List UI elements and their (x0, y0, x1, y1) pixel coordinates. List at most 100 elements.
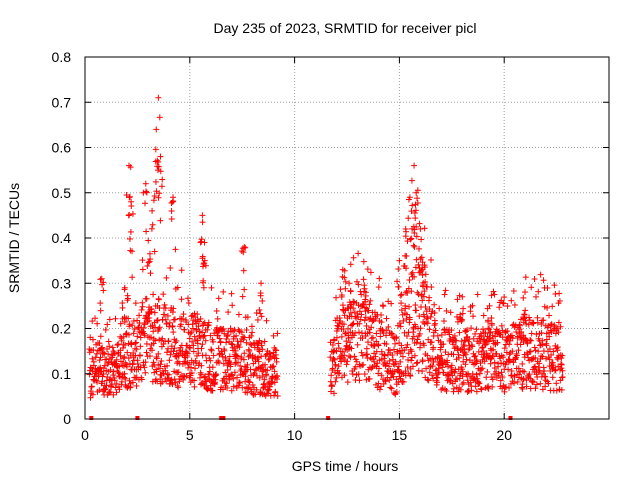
data-point (488, 320, 495, 327)
data-point (156, 324, 163, 331)
data-point (98, 345, 105, 352)
y-tick-label: 0.8 (52, 49, 72, 65)
data-point (372, 353, 379, 360)
data-point (528, 284, 535, 291)
data-point (468, 325, 475, 332)
data-point (166, 357, 173, 364)
data-point (380, 303, 387, 310)
x-tick-label: 10 (287, 427, 303, 443)
data-point (536, 360, 543, 367)
data-point (487, 360, 494, 367)
data-point (234, 374, 241, 381)
data-point (93, 350, 100, 357)
data-point (379, 351, 386, 358)
data-point (438, 352, 445, 359)
data-point (167, 351, 174, 358)
data-point (220, 288, 227, 295)
data-point (214, 315, 221, 322)
axis-ticks: 0 5 10 15 20 0 0.1 0.2 0.3 0.4 0.5 0.6 0.7 0.8 (52, 49, 609, 443)
data-point (454, 376, 461, 383)
data-point (141, 332, 148, 339)
data-point (92, 315, 99, 322)
data-point (493, 350, 500, 357)
data-point (341, 321, 348, 328)
data-point (354, 341, 361, 348)
data-point (175, 369, 182, 376)
data-point (215, 295, 222, 302)
data-point (355, 371, 362, 378)
data-point (151, 248, 158, 255)
data-point (198, 345, 205, 352)
data-point (398, 342, 405, 349)
data-point (375, 380, 382, 387)
data-point (117, 320, 124, 327)
data-point (397, 323, 404, 330)
data-point (107, 389, 114, 396)
peak-point (346, 280, 353, 287)
data-point (116, 363, 123, 370)
data-point (242, 244, 249, 251)
data-point (220, 386, 227, 393)
data-point (174, 284, 181, 291)
data-point (327, 354, 334, 361)
data-point (489, 383, 496, 390)
data-point (215, 345, 222, 352)
data-point (339, 348, 346, 355)
peak-point (170, 194, 177, 201)
data-point (99, 378, 106, 385)
data-point (411, 229, 418, 236)
data-point (143, 228, 150, 235)
data-point (397, 375, 404, 382)
data-point (412, 215, 419, 222)
data-point (368, 335, 375, 342)
data-point (201, 381, 208, 388)
data-point (148, 225, 155, 232)
peak-point (126, 162, 133, 169)
data-point (504, 328, 511, 335)
data-point (408, 271, 415, 278)
data-point (116, 386, 123, 393)
data-point (151, 309, 158, 316)
peak-point (258, 280, 265, 287)
data-point (157, 168, 164, 175)
data-point (229, 302, 236, 309)
data-point (445, 351, 452, 358)
data-point (162, 367, 169, 374)
data-point (527, 337, 534, 344)
data-point (506, 341, 513, 348)
data-point (383, 327, 390, 334)
data-point (389, 352, 396, 359)
data-point (554, 356, 561, 363)
data-point (265, 386, 272, 393)
data-point (137, 352, 144, 359)
data-point (432, 320, 439, 327)
data-point (153, 317, 160, 324)
data-point (381, 355, 388, 362)
data-point (336, 353, 343, 360)
data-point (453, 313, 460, 320)
data-point (434, 374, 441, 381)
peak-point (155, 94, 162, 101)
data-point (378, 319, 385, 326)
data-point (126, 193, 133, 200)
data-point (186, 344, 193, 351)
data-point (495, 363, 502, 370)
data-point (104, 321, 111, 328)
data-point (141, 320, 148, 327)
data-point (522, 289, 529, 296)
data-point (208, 346, 215, 353)
data-point (363, 345, 370, 352)
data-point (537, 271, 544, 278)
data-point (506, 384, 513, 391)
data-point (126, 321, 133, 328)
data-point (375, 284, 382, 291)
data-point (220, 325, 227, 332)
data-point (161, 311, 168, 318)
data-point (228, 387, 235, 394)
data-point (139, 257, 146, 264)
data-point (402, 305, 409, 312)
x-tick-label: 0 (81, 427, 89, 443)
data-point (200, 279, 207, 286)
data-point (257, 290, 264, 297)
data-point (236, 380, 243, 387)
